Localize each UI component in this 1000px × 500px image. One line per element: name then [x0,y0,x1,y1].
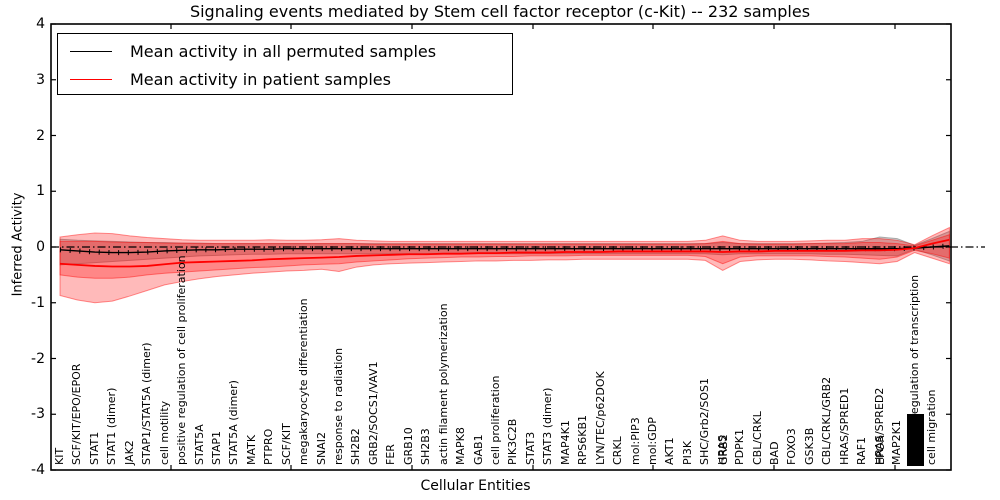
x-tick-label: mol:GDP [645,417,659,465]
patient-inner-band [59,234,950,279]
legend-line-red [70,78,112,80]
x-tick-label: FOXO3 [785,428,799,465]
overlapping-labels-blob [906,414,924,466]
mean-permuted-line [59,245,950,254]
chart-title: Signaling events mediated by Stem cell f… [189,2,811,21]
x-tick-label: PTPRO [262,428,276,465]
x-tick-label: STAT5A [192,424,206,465]
legend-line-black [70,50,112,52]
x-tick-label: STAT1 [87,431,101,465]
y-tick-label: -4 [31,462,45,478]
x-tick-label: SCF/KIT/EPO/EPOR [70,363,84,465]
x-tick-label: SCF/KIT [279,423,293,465]
x-tick-label: BAD [768,441,782,465]
x-tick-label: cell proliferation [489,375,502,465]
x-tick-label: cell motility [157,400,171,465]
x-tick-label: GSK3B [802,427,816,465]
x-tick-label: PI3K [680,440,694,465]
x-axis-label: Cellular Entities [420,478,531,494]
legend: Mean activity in all permuted samples Me… [57,33,513,95]
x-tick-label: cell migration [925,389,938,465]
x-tick-label: CBL/CRKL [750,411,764,465]
y-tick-label: 2 [36,127,45,144]
x-tick-label: response to radiation [332,347,346,465]
x-tick-label: STAT3 (dimer) [541,387,555,465]
x-tick-label: STAT1 (dimer) [105,387,119,465]
x-tick-label: PDPK1 [733,429,747,465]
x-tick-label: SH2B3 [419,428,433,465]
legend-item-patient: Mean activity in patient samples [70,69,391,89]
x-tick-label: mol:PIP3 [628,417,642,465]
x-tick-label: MAPK8 [454,427,468,465]
x-tick-label: GAB1 [471,434,485,465]
x-tick-label: GRB2/SOCS1/VAV1 [366,361,380,465]
x-tick-label: SNAI2 [314,432,328,465]
x-tick-label: KIT [53,447,66,465]
x-tick-label: GRB10 [401,427,415,465]
x-tick-label: MAP4K1 [558,420,572,465]
x-tick-label: MATK [244,434,258,465]
x-tick-label: FER [384,444,398,465]
x-tick-label: EPOR [873,435,887,465]
x-tick-label: RAF1 [855,436,869,465]
patient-outer-band [59,226,950,304]
y-tick-label: -2 [31,350,45,367]
x-tick-label: actin filament polymerization [436,303,450,465]
legend-label: Mean activity in all permuted samples [130,41,437,61]
x-tick-label: SHC/Grb2/SOS1 [698,378,712,465]
x-tick-label: positive regulation of cell proliferatio… [175,255,189,465]
x-tick-label: CRKL [611,436,625,465]
x-tick-label: CBL/CRKL/GRB2 [820,376,834,465]
x-tick-label: PIK3C2B [506,418,520,465]
x-tick-label: LYN/TEC/p62DOK [593,371,607,465]
x-tick-label: GRB2 [716,434,730,465]
legend-label: Mean activity in patient samples [130,69,391,89]
x-tick-label: STAT5A (dimer) [227,380,241,465]
y-tick-label: 0 [36,239,45,255]
y-tick-label: -3 [31,406,45,423]
x-tick-label: STAT3 [523,431,537,465]
x-tick-label: megakaryocyte differentiation [297,298,311,465]
y-tick-label: 4 [36,16,45,32]
x-tick-label: STAP1/STAT5A (dimer) [140,342,154,465]
y-tick-label: -1 [31,294,45,311]
y-tick-label: 1 [36,183,45,200]
y-tick-label: 3 [36,71,45,88]
x-tick-label: JAK2 [122,440,136,465]
x-tick-label: MAP2K1 [890,420,904,465]
x-tick-label: RPS6KB1 [576,414,590,465]
x-tick-label: STAP1 [209,430,223,465]
x-tick-label: HRAS/SPRED1 [837,387,851,465]
x-tick-label: AKT1 [663,437,677,465]
legend-item-permuted: Mean activity in all permuted samples [70,41,436,61]
mean-patient-line [59,238,950,268]
x-tick-label: SH2B2 [349,428,363,465]
